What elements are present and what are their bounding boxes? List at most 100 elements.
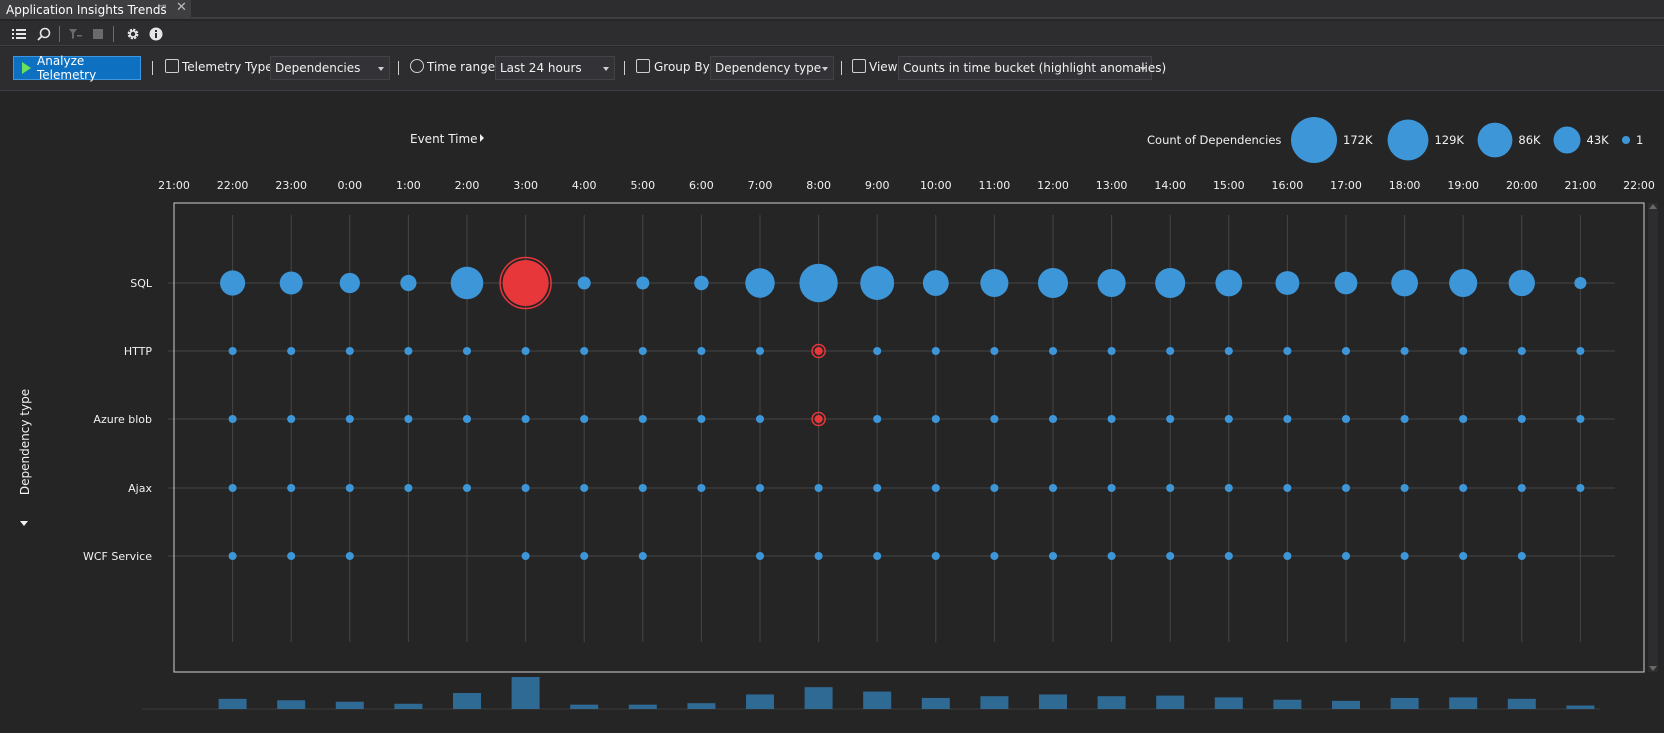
data-bubble[interactable] (931, 346, 940, 356)
data-bubble[interactable] (697, 346, 706, 356)
data-bubble[interactable] (1224, 551, 1233, 561)
data-bubble[interactable] (577, 276, 591, 290)
data-bubble[interactable] (638, 346, 647, 356)
data-bubble[interactable] (1155, 267, 1186, 299)
data-bubble[interactable] (580, 414, 589, 424)
data-bubble[interactable] (279, 271, 303, 295)
data-bubble[interactable] (1574, 276, 1587, 290)
data-bubble[interactable] (1341, 551, 1351, 561)
data-bubble[interactable] (860, 266, 895, 300)
list-icon[interactable] (10, 25, 28, 43)
data-bubble[interactable] (1107, 414, 1116, 424)
time-range-dropdown[interactable]: Last 24 hours (495, 56, 615, 80)
histogram-bar[interactable] (863, 691, 892, 709)
data-bubble[interactable] (521, 551, 530, 561)
histogram-bar[interactable] (1097, 696, 1126, 709)
data-bubble[interactable] (1224, 414, 1233, 424)
data-bubble[interactable] (1048, 414, 1058, 424)
data-bubble[interactable] (931, 414, 940, 424)
data-bubble[interactable] (1459, 551, 1468, 561)
vertical-scrollbar[interactable] (1648, 203, 1658, 672)
data-bubble[interactable] (990, 551, 999, 561)
data-bubble[interactable] (1275, 271, 1300, 295)
histogram-bar[interactable] (453, 693, 481, 709)
data-bubble[interactable] (450, 266, 484, 300)
data-bubble[interactable] (1107, 346, 1116, 356)
data-bubble[interactable] (755, 414, 765, 424)
histogram-bar[interactable] (394, 703, 423, 709)
data-bubble[interactable] (638, 483, 647, 493)
data-bubble[interactable] (1400, 551, 1409, 561)
view-dropdown[interactable]: Counts in time bucket (highlight anomali… (898, 56, 1166, 80)
data-bubble[interactable] (1283, 414, 1292, 424)
data-bubble[interactable] (873, 551, 882, 561)
data-bubble[interactable] (1400, 414, 1409, 424)
data-bubble[interactable] (287, 551, 296, 561)
data-bubble[interactable] (580, 551, 589, 561)
data-bubble[interactable] (755, 346, 765, 356)
data-bubble[interactable] (814, 483, 823, 493)
data-bubble[interactable] (990, 414, 999, 424)
pin-icon[interactable]: ⊸ (158, 1, 167, 12)
data-bubble[interactable] (1107, 551, 1116, 561)
data-bubble[interactable] (1459, 483, 1468, 493)
data-bubble[interactable] (814, 414, 823, 424)
histogram-bar[interactable] (570, 704, 599, 709)
data-bubble[interactable] (1037, 267, 1069, 299)
data-bubble[interactable] (580, 346, 589, 356)
data-bubble[interactable] (521, 346, 530, 356)
data-bubble[interactable] (1224, 483, 1233, 493)
data-bubble[interactable] (345, 414, 354, 424)
data-bubble[interactable] (799, 263, 838, 303)
data-bubble[interactable] (287, 346, 296, 356)
histogram-bar[interactable] (1449, 697, 1478, 709)
scroll-down-arrow[interactable] (1649, 666, 1657, 671)
data-bubble[interactable] (1508, 269, 1535, 297)
data-bubble[interactable] (228, 483, 237, 493)
data-bubble[interactable] (228, 551, 237, 561)
data-bubble[interactable] (1400, 346, 1409, 356)
data-bubble[interactable] (638, 414, 647, 424)
data-bubble[interactable] (462, 346, 472, 356)
data-bubble[interactable] (922, 270, 949, 296)
data-bubble[interactable] (814, 346, 823, 356)
data-bubble[interactable] (1576, 483, 1585, 493)
data-bubble[interactable] (1449, 268, 1478, 298)
data-bubble[interactable] (1517, 346, 1526, 356)
filter-icon[interactable] (66, 25, 84, 43)
data-bubble[interactable] (1341, 483, 1351, 493)
gear-icon[interactable] (124, 25, 142, 43)
data-bubble[interactable] (521, 483, 530, 493)
data-bubble[interactable] (1224, 346, 1233, 356)
data-bubble[interactable] (814, 551, 823, 561)
telemetry-type-dropdown[interactable]: Dependencies (270, 56, 390, 80)
data-bubble[interactable] (873, 346, 882, 356)
data-bubble[interactable] (339, 272, 360, 294)
group-by-dropdown[interactable]: Dependency type (710, 56, 834, 80)
data-bubble[interactable] (345, 483, 354, 493)
data-bubble[interactable] (931, 483, 940, 493)
data-bubble[interactable] (755, 551, 765, 561)
data-bubble[interactable] (1097, 268, 1126, 298)
histogram-bar[interactable] (746, 694, 774, 709)
data-bubble[interactable] (1391, 269, 1418, 297)
data-bubble[interactable] (287, 483, 296, 493)
data-bubble[interactable] (1576, 414, 1585, 424)
data-bubble[interactable] (1517, 414, 1526, 424)
data-bubble[interactable] (1517, 483, 1526, 493)
histogram-bar[interactable] (1273, 699, 1302, 709)
data-bubble[interactable] (287, 414, 296, 424)
data-bubble[interactable] (404, 483, 413, 493)
data-bubble[interactable] (1459, 346, 1468, 356)
histogram-bar[interactable] (1390, 697, 1419, 709)
histogram-bar[interactable] (687, 703, 716, 709)
scroll-up-arrow[interactable] (1649, 204, 1657, 209)
data-bubble[interactable] (400, 274, 417, 292)
data-bubble[interactable] (1400, 483, 1409, 493)
chevron-right-icon[interactable] (480, 134, 484, 142)
data-bubble[interactable] (228, 346, 237, 356)
data-bubble[interactable] (502, 260, 549, 306)
histogram-bar[interactable] (1566, 705, 1595, 709)
data-bubble[interactable] (1517, 551, 1526, 561)
data-bubble[interactable] (1048, 551, 1058, 561)
